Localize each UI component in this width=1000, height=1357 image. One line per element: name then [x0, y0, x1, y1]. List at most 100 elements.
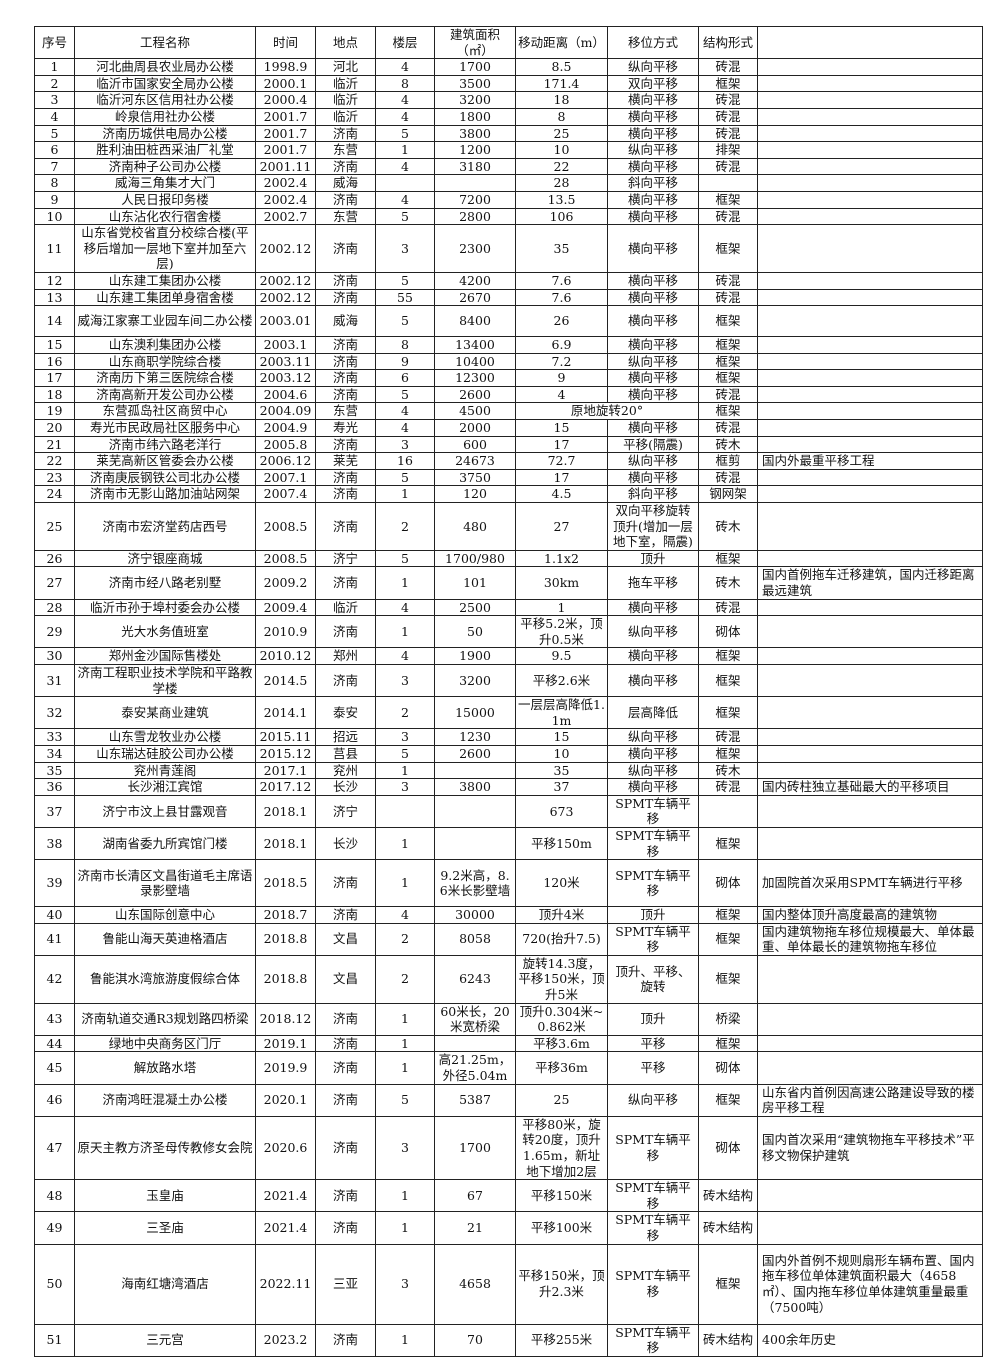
cell-note: [757, 74, 983, 93]
cell-location: 招远: [315, 728, 376, 746]
cell-no: 32: [34, 696, 75, 730]
cell-time: 2015.12: [255, 744, 316, 763]
cell-location: 济南: [315, 157, 376, 176]
cell-no: 4: [34, 107, 75, 126]
cell-distance: 27: [515, 502, 608, 551]
table-row: 14 威海江家寨工业园车间二办公楼 2003.01 威海 5 8400 26 横向平移 框架: [34, 305, 983, 338]
cell-location: 济南: [315, 1115, 376, 1181]
cell-project-name: 济南鸿旺混凝土办公楼: [74, 1083, 256, 1117]
cell-location: 济南: [315, 485, 376, 504]
cell-project-name: 山东国际创意中心: [74, 906, 256, 924]
cell-floors: 5: [375, 1083, 435, 1117]
cell-structure: 框架: [698, 1243, 758, 1325]
cell-location: 济南: [315, 663, 376, 698]
cell-location: 济南: [315, 502, 376, 551]
table-row: 37 济宁市汶上县甘露观音 2018.1 济宁 673 SPMT车辆平移: [34, 794, 983, 828]
cell-time: 2000.1: [255, 74, 316, 93]
cell-no: 11: [34, 224, 75, 273]
cell-area: 101: [434, 566, 516, 600]
cell-method: 横向平移: [607, 419, 699, 437]
cell-area: 70: [434, 1323, 516, 1357]
cell-structure: 框架: [698, 336, 758, 354]
cell-note: [757, 826, 983, 861]
cell-area: [434, 761, 516, 780]
cell-location: 济南: [315, 385, 376, 404]
cell-method: 横向平移: [607, 385, 699, 404]
cell-no: 29: [34, 615, 75, 649]
cell-project-name: 山东瑞达硅胶公司办公楼: [74, 744, 256, 763]
cell-distance: 顶升0.304米~0.862米: [515, 1002, 608, 1036]
cell-project-name: 鲁能山海天英迪格酒店: [74, 922, 256, 956]
cell-location: 济南: [315, 615, 376, 649]
cell-no: 13: [34, 288, 75, 307]
cell-project-name: 山东商职学院综合楼: [74, 352, 256, 371]
cell-time: 2018.1: [255, 826, 316, 861]
cell-method: 顶升: [607, 906, 699, 924]
cell-note: [757, 271, 983, 290]
table-row: 29 光大水务值班室 2010.9 济南 1 50 平移5.2米，顶升0.5米 纵向平移 砌体: [34, 615, 983, 649]
cell-structure: 砖木结构: [698, 1211, 758, 1245]
cell-floors: 5: [375, 271, 435, 290]
cell-location: 郑州: [315, 647, 376, 665]
table-row: 7 济南种子公司办公楼 2001.11 济南 4 3180 22 横向平移 砖混: [34, 157, 983, 176]
cell-structure: 桥梁: [698, 1002, 758, 1036]
table-body: 1 河北曲周县农业局办公楼 1998.9 河北 4 1700 8.5 纵向平移 砖混 2 临沂市国家…: [34, 58, 983, 1357]
cell-time: 2002.12: [255, 271, 316, 290]
cell-floors: 3: [375, 663, 435, 698]
cell-no: 47: [34, 1115, 75, 1181]
cell-method: SPMT车辆平移: [607, 794, 699, 828]
cell-note: [757, 91, 983, 109]
cell-project-name: 人民日报印务楼: [74, 190, 256, 209]
header-area: 建筑面积（㎡）: [434, 25, 516, 60]
cell-location: 济南: [315, 352, 376, 371]
cell-structure: 砖混: [698, 58, 758, 76]
cell-project-name: 鲁能淇水湾旅游度假综合体: [74, 954, 256, 1004]
cell-location: 济南: [315, 369, 376, 387]
cell-structure: 钢网架: [698, 485, 758, 504]
cell-method: 横向平移: [607, 91, 699, 109]
cell-note: 400余年历史: [757, 1323, 983, 1357]
cell-method: 纵向平移: [607, 141, 699, 159]
cell-note: 国内首次采用“建筑物拖车平移技术”平移文物保护建筑: [757, 1115, 983, 1181]
cell-floors: [375, 794, 435, 828]
cell-method: 横向平移: [607, 224, 699, 273]
cell-project-name: 山东省党校省直分校综合楼(平移后增加一层地下室并加至六层): [74, 224, 256, 273]
cell-no: 41: [34, 922, 75, 956]
cell-distance: 平移255米: [515, 1323, 608, 1357]
cell-method: 横向平移: [607, 124, 699, 143]
cell-floors: 1: [375, 826, 435, 861]
cell-structure: 砖混: [698, 419, 758, 437]
cell-no: 42: [34, 954, 75, 1004]
cell-note: [757, 419, 983, 437]
table-row: 46 济南鸿旺混凝土办公楼 2020.1 济南 5 5387 25 纵向平移 框架 山东省内首例因…: [34, 1083, 983, 1117]
cell-time: 2002.12: [255, 224, 316, 273]
cell-area: 2600: [434, 385, 516, 404]
cell-note: [757, 647, 983, 665]
cell-time: 2018.7: [255, 906, 316, 924]
cell-time: 2002.4: [255, 174, 316, 192]
table-row: 21 济南市纬六路老洋行 2005.8 济南 3 600 17 平移(隔震) 砖木: [34, 435, 983, 454]
cell-structure: 砌体: [698, 1115, 758, 1181]
cell-note: [757, 157, 983, 176]
cell-project-name: 原天主教方济圣母传教修女会院: [74, 1115, 256, 1181]
cell-no: 36: [34, 778, 75, 796]
cell-distance: 平移150m: [515, 826, 608, 861]
cell-location: 河北: [315, 58, 376, 76]
cell-note: [757, 485, 983, 504]
cell-no: 17: [34, 369, 75, 387]
cell-distance: 4.5: [515, 485, 608, 504]
cell-structure: 砖混: [698, 385, 758, 404]
table-row: 25 济南市宏济堂药店西号 2008.5 济南 2 480 27 双向平移旋转顶升(增加一层地…: [34, 502, 983, 551]
cell-structure: 砖木: [698, 566, 758, 600]
cell-distance: 平移2.6米: [515, 663, 608, 698]
header-project-name: 工程名称: [74, 25, 256, 60]
table-row: 41 鲁能山海天英迪格酒店 2018.8 文昌 2 8058 720(抬升7.5) SPMT车…: [34, 922, 983, 956]
cell-time: 2003.12: [255, 369, 316, 387]
cell-distance: 171.4: [515, 74, 608, 93]
cell-structure: 框架: [698, 1034, 758, 1053]
cell-note: [757, 728, 983, 746]
cell-note: [757, 288, 983, 307]
table-row: 47 原天主教方济圣母传教修女会院 2020.6 济南 3 1700 平移80米，旋转20度…: [34, 1115, 983, 1181]
cell-distance: 6.9: [515, 336, 608, 354]
cell-structure: 框架: [698, 549, 758, 568]
